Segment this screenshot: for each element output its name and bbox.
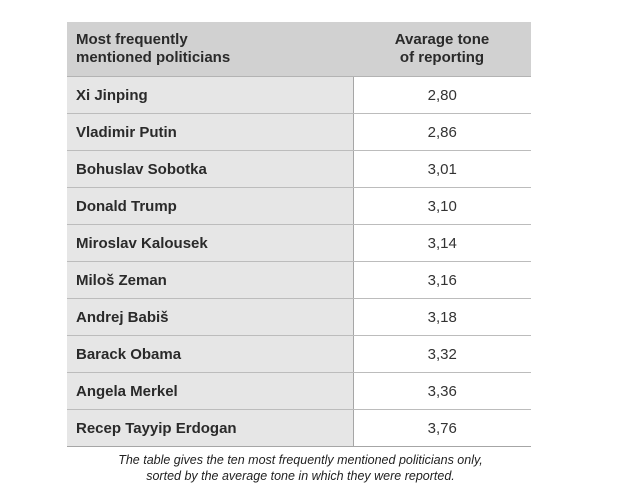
header-politicians: Most frequently mentioned politicians	[67, 22, 353, 77]
politician-name: Recep Tayyip Erdogan	[67, 409, 354, 447]
table-row: Recep Tayyip Erdogan 3,76	[67, 409, 531, 447]
header-row: Most frequently mentioned politicians Av…	[67, 22, 531, 77]
table-caption: The table gives the ten most frequently …	[70, 452, 531, 484]
politician-name: Vladimir Putin	[67, 113, 354, 151]
tone-value: 2,86	[353, 113, 531, 151]
tone-value: 3,76	[353, 409, 531, 447]
header-politicians-line1: Most frequently	[76, 31, 188, 48]
politician-name: Xi Jinping	[67, 76, 354, 114]
caption-line2: sorted by the average tone in which they…	[146, 469, 455, 483]
caption-line1: The table gives the ten most frequently …	[118, 453, 483, 467]
table-row: Vladimir Putin 2,86	[67, 113, 531, 151]
table-row: Bohuslav Sobotka 3,01	[67, 150, 531, 188]
tone-value: 3,18	[353, 298, 531, 336]
tone-value: 3,10	[353, 187, 531, 225]
politician-name: Andrej Babiš	[67, 298, 354, 336]
politician-name: Barack Obama	[67, 335, 354, 373]
politician-name: Angela Merkel	[67, 372, 354, 410]
tone-value: 3,16	[353, 261, 531, 299]
table-row: Donald Trump 3,10	[67, 187, 531, 225]
table-body: Xi Jinping 2,80 Vladimir Putin 2,86 Bohu…	[67, 76, 531, 447]
politician-name: Donald Trump	[67, 187, 354, 225]
politicians-tone-table: Most frequently mentioned politicians Av…	[67, 22, 531, 447]
table-header: Most frequently mentioned politicians Av…	[67, 22, 531, 77]
table-row: Angela Merkel 3,36	[67, 372, 531, 410]
tone-value: 3,01	[353, 150, 531, 188]
table-row: Miloš Zeman 3,16	[67, 261, 531, 299]
header-tone-line2: of reporting	[399, 49, 485, 66]
header-tone-line1: Avarage tone	[394, 31, 490, 48]
table-row: Andrej Babiš 3,18	[67, 298, 531, 336]
politician-name: Bohuslav Sobotka	[67, 150, 354, 188]
table-row: Barack Obama 3,32	[67, 335, 531, 373]
table-row: Xi Jinping 2,80	[67, 76, 531, 114]
politicians-tone-table-container: Most frequently mentioned politicians Av…	[67, 22, 531, 447]
tone-value: 3,36	[353, 372, 531, 410]
table-row: Miroslav Kalousek 3,14	[67, 224, 531, 262]
politician-name: Miroslav Kalousek	[67, 224, 354, 262]
header-politicians-line2: mentioned politicians	[76, 49, 231, 66]
tone-value: 2,80	[353, 76, 531, 114]
tone-value: 3,32	[353, 335, 531, 373]
politician-name: Miloš Zeman	[67, 261, 354, 299]
tone-value: 3,14	[353, 224, 531, 262]
header-tone: Avarage tone of reporting	[353, 22, 531, 77]
